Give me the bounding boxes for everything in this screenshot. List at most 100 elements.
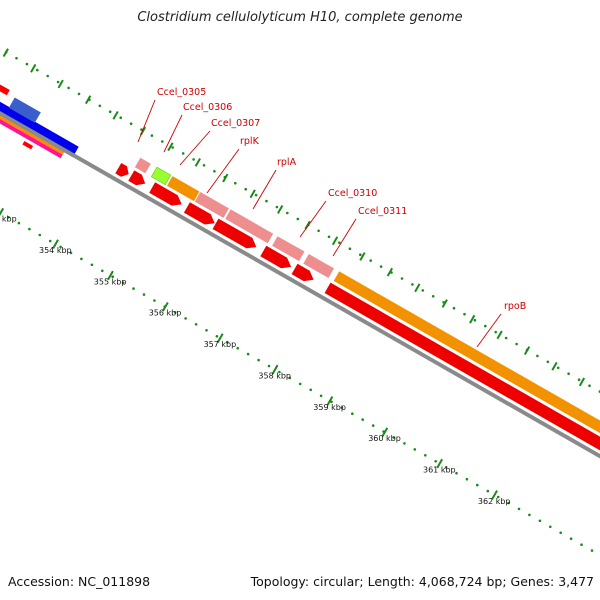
label-leaders [137, 99, 502, 348]
cds-arrow-2[interactable] [128, 170, 146, 186]
feature-band-red-edge[interactable] [0, 84, 10, 96]
feature-band-red-stub[interactable] [22, 141, 34, 150]
ruler-dot [15, 56, 18, 60]
ruler-dot [351, 412, 354, 416]
feature-band-blue[interactable] [0, 92, 79, 158]
gene-label[interactable]: rplK [240, 136, 260, 147]
gene-label[interactable]: Ccel_0306 [183, 102, 232, 113]
cds-arrow-1[interactable] [115, 163, 129, 177]
gene-Ccel_0305[interactable] [134, 157, 151, 174]
tick-mark-minor [57, 79, 64, 89]
ruler-dot [517, 507, 521, 511]
tick-mark-minor [523, 346, 531, 355]
ruler-dot [202, 164, 206, 167]
tick-mark [326, 396, 334, 406]
gene-label[interactable]: rplA [277, 157, 297, 168]
ruler-dot [48, 239, 52, 243]
tick-label: 358 kbp [258, 371, 291, 380]
ruler-dot [507, 501, 510, 505]
tick-mark [491, 490, 498, 500]
gene-Ccel_0310[interactable] [272, 236, 305, 262]
ruler-dot [246, 352, 250, 356]
ruler-dot [142, 293, 146, 296]
gene-features [115, 157, 600, 457]
ruler-dot [359, 253, 362, 256]
cds-arrow-3[interactable] [149, 182, 182, 206]
tick-mark-minor [112, 110, 119, 120]
tick-mark [216, 333, 224, 343]
label-leader-line [206, 148, 240, 194]
ruler-dot [46, 74, 49, 78]
backbone-track [0, 110, 600, 459]
ruler-dot [181, 152, 185, 155]
tick-mark-minor [85, 95, 92, 105]
gene-rplK[interactable] [194, 192, 229, 218]
ruler-dot [444, 466, 448, 469]
cds-arrow-7[interactable] [291, 263, 314, 282]
gene-label[interactable]: Ccel_0311 [358, 206, 407, 217]
ruler-dot [265, 199, 268, 203]
cds-arrow-5[interactable] [212, 218, 257, 249]
ruler-dot [546, 360, 550, 364]
ruler-dot [140, 128, 143, 131]
label-leader-line [163, 114, 183, 153]
ruler-dot [184, 317, 187, 320]
gene-label[interactable]: Ccel_0305 [157, 87, 206, 98]
gene-label[interactable]: Ccel_0310 [328, 188, 377, 199]
ruler-dot [452, 306, 456, 310]
ruler-dot [569, 537, 573, 540]
ruler-dot [421, 289, 425, 292]
gene-rpoB-a[interactable] [333, 271, 600, 448]
ruler-dot [559, 531, 562, 535]
tick-mark-minor [167, 142, 174, 152]
ruler-dot [90, 263, 94, 267]
accession-text: Accession: NC_011898 [8, 574, 151, 589]
ruler-dot [590, 549, 594, 552]
ruler-dot [309, 388, 313, 392]
ruler-dot [215, 335, 219, 338]
ruler-dot [317, 229, 320, 233]
gene-label[interactable]: Ccel_0307 [211, 118, 260, 129]
ruler-dot [69, 251, 73, 255]
tick-marks: 353 kbp 354 kbp 355 kbp 356 kbp 357 kbp 358 k… [0, 48, 586, 506]
gene-Ccel_0307[interactable] [167, 176, 200, 202]
gene-rplA[interactable] [225, 209, 274, 244]
ruler-dot [567, 372, 570, 376]
ruler-dot [403, 442, 406, 445]
ruler-dot [473, 318, 477, 322]
ruler-dot [549, 525, 552, 529]
cds-arrow-6[interactable] [260, 245, 292, 269]
feature-band-pink-thin[interactable] [0, 105, 63, 159]
ruler-dot [257, 358, 260, 362]
gene-label[interactable]: rpoB [504, 301, 526, 312]
ruler-dot [340, 406, 344, 410]
ruler-dot [463, 312, 466, 316]
cds-arrow-4[interactable] [183, 202, 215, 225]
ruler-dot [194, 323, 198, 326]
tick-mark-minor [331, 236, 339, 246]
ruler-dot [77, 92, 81, 96]
feature-band-orange-thin[interactable] [0, 103, 65, 155]
ruler-dot [161, 140, 164, 143]
ruler-dot [371, 424, 375, 427]
tick-mark-minor [386, 267, 393, 277]
gene-Ccel_0311[interactable] [303, 254, 334, 278]
cds-arrow-8[interactable] [324, 282, 600, 457]
ruler-dot [244, 187, 247, 191]
ruler-dot [296, 217, 300, 221]
ruler-dot [17, 221, 21, 225]
gene-Ccel_0306[interactable] [150, 166, 172, 186]
ruler-dot [7, 215, 10, 219]
ruler-dot [286, 211, 289, 215]
ruler-dot [494, 330, 498, 334]
ruler-dot [400, 277, 404, 280]
tick-mark [381, 427, 389, 438]
ruler-dot [369, 259, 373, 262]
ruler-dot [361, 418, 365, 421]
ruler-dot [465, 477, 469, 481]
tick-mark-minor [359, 252, 366, 261]
tick-mark [271, 364, 279, 375]
ruler-dot [327, 235, 331, 239]
feature-band-steel[interactable] [8, 97, 41, 123]
